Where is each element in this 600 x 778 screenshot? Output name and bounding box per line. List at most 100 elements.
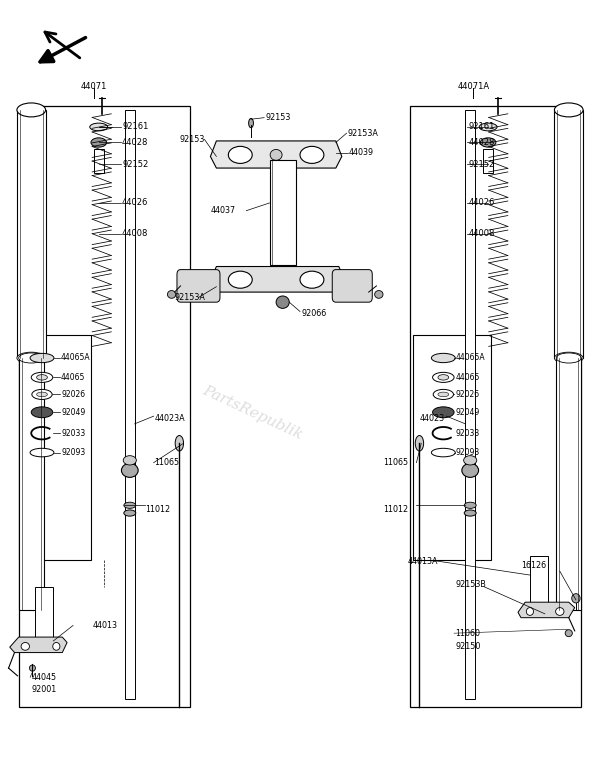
Ellipse shape: [270, 149, 282, 160]
Ellipse shape: [415, 436, 424, 451]
Ellipse shape: [19, 353, 44, 363]
Text: 92153B: 92153B: [455, 580, 486, 589]
Text: 92153: 92153: [265, 113, 291, 122]
Text: 92161: 92161: [469, 122, 495, 131]
Bar: [554, 110, 583, 358]
Text: 44023: 44023: [419, 414, 445, 423]
Bar: [94, 149, 104, 173]
Text: 92033: 92033: [455, 429, 479, 438]
FancyBboxPatch shape: [177, 270, 220, 302]
Ellipse shape: [438, 392, 449, 397]
Ellipse shape: [556, 608, 564, 615]
Ellipse shape: [123, 456, 136, 465]
Text: 92153A: 92153A: [348, 128, 379, 138]
Bar: [269, 160, 296, 265]
Ellipse shape: [31, 407, 53, 418]
Ellipse shape: [229, 272, 252, 288]
Ellipse shape: [32, 389, 52, 399]
Bar: [125, 110, 134, 699]
Text: 44039: 44039: [349, 148, 374, 157]
Ellipse shape: [121, 464, 138, 478]
Text: 92066: 92066: [301, 310, 326, 318]
Ellipse shape: [175, 436, 184, 451]
Ellipse shape: [374, 290, 383, 298]
Ellipse shape: [526, 608, 533, 615]
Bar: [35, 587, 53, 641]
Text: 92001: 92001: [31, 685, 56, 693]
Text: 92153A: 92153A: [175, 293, 205, 302]
Text: 44026: 44026: [469, 198, 495, 208]
Text: 44013: 44013: [92, 621, 117, 630]
Text: 92152: 92152: [469, 159, 494, 169]
Text: 92049: 92049: [61, 408, 85, 417]
Bar: [484, 149, 493, 173]
Ellipse shape: [29, 665, 35, 671]
Text: 44045: 44045: [31, 673, 56, 682]
Text: 44008: 44008: [469, 230, 495, 238]
Ellipse shape: [37, 392, 47, 397]
Bar: [19, 106, 190, 707]
Text: 11065: 11065: [154, 458, 179, 467]
FancyBboxPatch shape: [332, 270, 372, 302]
Ellipse shape: [300, 146, 324, 163]
Ellipse shape: [124, 510, 136, 516]
Bar: [413, 335, 491, 559]
Text: 44028: 44028: [469, 138, 495, 147]
Bar: [466, 110, 475, 699]
Text: 92150: 92150: [455, 642, 481, 651]
Bar: [530, 555, 548, 606]
Text: 92026: 92026: [455, 390, 479, 399]
Text: 44028: 44028: [122, 138, 148, 147]
Bar: [556, 358, 581, 610]
Text: 44071: 44071: [81, 82, 107, 91]
Ellipse shape: [572, 594, 580, 603]
Text: 92093: 92093: [455, 448, 479, 457]
Bar: [17, 110, 46, 358]
Bar: [19, 358, 44, 610]
Text: 44023A: 44023A: [155, 414, 185, 423]
Text: 92093: 92093: [61, 448, 85, 457]
Ellipse shape: [17, 352, 46, 364]
Ellipse shape: [481, 138, 496, 147]
Text: 44065A: 44065A: [455, 353, 485, 363]
Ellipse shape: [556, 353, 581, 363]
Polygon shape: [10, 637, 67, 653]
Ellipse shape: [438, 375, 449, 380]
Text: 11012: 11012: [383, 505, 409, 513]
Polygon shape: [518, 602, 575, 618]
Ellipse shape: [167, 290, 176, 298]
Ellipse shape: [433, 407, 454, 418]
Ellipse shape: [433, 389, 454, 399]
Ellipse shape: [53, 643, 60, 650]
Ellipse shape: [554, 103, 583, 117]
Ellipse shape: [21, 643, 29, 650]
Polygon shape: [211, 141, 342, 168]
Ellipse shape: [30, 448, 54, 457]
Ellipse shape: [431, 353, 455, 363]
Ellipse shape: [31, 373, 53, 383]
Ellipse shape: [37, 375, 47, 380]
Polygon shape: [211, 267, 345, 292]
Ellipse shape: [464, 510, 476, 516]
Text: 92161: 92161: [122, 122, 148, 131]
Ellipse shape: [565, 629, 572, 636]
Ellipse shape: [431, 448, 455, 457]
Text: 44065: 44065: [455, 373, 479, 382]
Text: 44071A: 44071A: [457, 82, 489, 91]
Ellipse shape: [464, 502, 476, 508]
Ellipse shape: [90, 123, 107, 131]
Text: 92153: 92153: [179, 135, 205, 144]
Text: 11060: 11060: [455, 629, 480, 638]
Text: 92152: 92152: [122, 159, 148, 169]
Text: 92033: 92033: [61, 429, 85, 438]
Ellipse shape: [464, 456, 477, 465]
Text: 44026: 44026: [122, 198, 148, 208]
Ellipse shape: [554, 352, 583, 364]
Text: PartsRepublik: PartsRepublik: [200, 383, 305, 442]
Ellipse shape: [462, 464, 479, 478]
Text: 11065: 11065: [383, 458, 409, 467]
Ellipse shape: [300, 272, 324, 288]
Ellipse shape: [479, 123, 497, 131]
Ellipse shape: [229, 146, 252, 163]
Ellipse shape: [91, 138, 107, 147]
